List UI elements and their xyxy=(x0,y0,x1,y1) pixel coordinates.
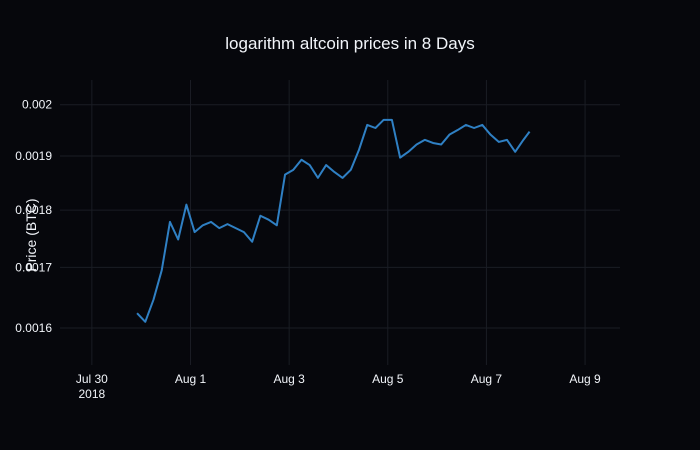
x-tick-label: Jul 30 2018 xyxy=(76,372,108,401)
y-tick-label: 0.0019 xyxy=(15,149,52,163)
y-tick-label: 0.0017 xyxy=(15,260,52,274)
y-axis-title: Price (BTC) xyxy=(23,198,39,271)
y-tick-label: 0.0016 xyxy=(15,321,52,335)
x-tick-label: Aug 7 xyxy=(471,372,503,386)
price-line xyxy=(136,118,531,323)
x-tick-label: Aug 9 xyxy=(569,372,601,386)
x-tick-label: Aug 5 xyxy=(372,372,404,386)
x-tick-label: Aug 1 xyxy=(175,372,207,386)
x-tick-label: Aug 3 xyxy=(273,372,305,386)
y-tick-label: 0.0018 xyxy=(15,203,52,217)
chart-title: logarithm altcoin prices in 8 Days xyxy=(225,34,474,53)
y-tick-label: 0.002 xyxy=(22,98,52,112)
